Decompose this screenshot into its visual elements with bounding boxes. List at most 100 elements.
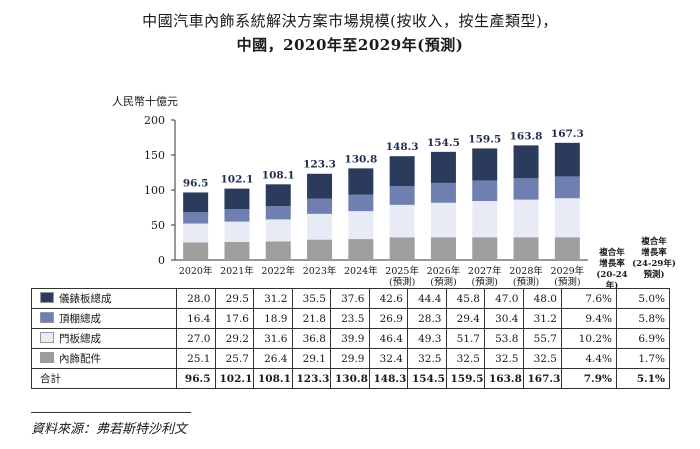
bar-segment-headliner <box>513 178 539 200</box>
total-data-label: 167.3 <box>551 128 584 140</box>
table-cell: 23.5 <box>330 308 370 329</box>
stacked-bar-chart: 0 50 100 150 200 96.5 2020年 102.1 2021年 108.1 2022… <box>144 114 588 288</box>
source-note: 資料來源：弗若斯特沙利文 <box>31 422 188 437</box>
x-tick-label: (預測) <box>513 276 539 288</box>
bar-segment-dashboard <box>513 145 539 179</box>
total-data-label: 163.8 <box>510 130 543 142</box>
cagr-cell: 5.0% <box>616 288 670 309</box>
table-row: 門板總成 27.0 29.2 31.6 36.8 39.9 46.4 49.3 51.7 53.8… <box>31 328 670 349</box>
table-cell: 47.0 <box>484 288 524 309</box>
y-tick-label: 200 <box>144 114 165 127</box>
y-axis-label: 人民幣十億元 <box>112 95 178 108</box>
table-cell: 49.3 <box>407 328 447 349</box>
table-cell: 29.9 <box>330 348 370 369</box>
bar-segment-interior_parts <box>265 241 291 260</box>
total-cagr-cell: 5.1% <box>616 368 670 389</box>
bar-segment-dashboard <box>554 142 580 177</box>
total-cell: 130.8 <box>330 368 370 389</box>
table-cell: 25.1 <box>176 348 216 369</box>
table-cell: 55.7 <box>522 328 562 349</box>
y-tick-label: 0 <box>158 254 165 267</box>
bar-segment-door_panel <box>265 219 291 242</box>
table-cell: 31.6 <box>253 328 293 349</box>
bar-segment-headliner <box>307 198 333 214</box>
legend-swatch <box>40 292 54 303</box>
table-cell: 45.8 <box>445 288 485 309</box>
total-data-label: 159.5 <box>468 133 501 145</box>
cagr-header-24-29: 複合年 增長率 (24-29年) 預測) <box>632 237 676 281</box>
cagr-cell: 1.7% <box>616 348 670 369</box>
table-cell: 42.6 <box>368 288 408 309</box>
data-table: 儀錶板總成 28.0 29.5 31.2 35.5 37.6 42.6 44.4 45.8 47.… <box>31 288 670 389</box>
legend-label: 門板總成 <box>59 333 101 345</box>
legend-swatch <box>40 312 54 323</box>
cagr-header-20-24: 複合年 增長率 (20-24年) <box>592 248 632 292</box>
bar-segment-interior_parts <box>348 239 374 260</box>
total-cell: 154.5 <box>407 368 447 389</box>
table-cell: 35.5 <box>291 288 331 309</box>
table-cell: 28.3 <box>407 308 447 329</box>
bar-segment-headliner <box>554 176 580 199</box>
table-cell: 21.8 <box>291 308 331 329</box>
bar-segment-door_panel <box>183 223 209 243</box>
bar-segment-door_panel <box>224 221 250 243</box>
bar-segment-interior_parts <box>472 237 498 260</box>
cagr-header-20-24-line-1: 複合年 <box>599 248 625 258</box>
table-cell: 32.5 <box>522 348 562 369</box>
bar-segment-interior_parts <box>389 237 415 260</box>
total-data-label: 154.5 <box>427 137 460 149</box>
table-cell: 32.4 <box>368 348 408 369</box>
table-cell: 31.2 <box>522 308 562 329</box>
total-cell: 159.5 <box>445 368 485 389</box>
total-cell: 148.3 <box>368 368 408 389</box>
row-label: 門板總成 <box>31 328 177 349</box>
x-tick-label: 2023年 <box>303 265 337 277</box>
bar-segment-headliner <box>389 186 415 205</box>
total-label: 合計 <box>31 368 177 389</box>
table-cell: 37.6 <box>330 288 370 309</box>
bar-segment-headliner <box>430 182 456 203</box>
table-cell: 29.2 <box>214 328 254 349</box>
cagr-cell: 10.2% <box>561 328 617 349</box>
total-cell: 102.1 <box>214 368 254 389</box>
x-tick-label: 2022年 <box>261 265 295 277</box>
total-data-label: 130.8 <box>344 153 377 165</box>
total-data-label: 148.3 <box>386 141 419 153</box>
x-tick-label: 2024年 <box>344 265 378 277</box>
table-row: 內飾配件 25.1 25.7 26.4 29.1 29.9 32.4 32.5 32.5 32.5… <box>31 348 670 369</box>
table-cell: 46.4 <box>368 328 408 349</box>
bar-segment-interior_parts <box>554 237 580 260</box>
total-data-label: 102.1 <box>221 174 254 186</box>
cagr-header-24-29-line-2: 增長率 <box>641 248 667 258</box>
table-cell: 29.4 <box>445 308 485 329</box>
x-tick-label: 2021年 <box>220 265 254 277</box>
table-cell: 51.7 <box>445 328 485 349</box>
bar-segment-door_panel <box>513 199 539 238</box>
table-cell: 25.7 <box>214 348 254 369</box>
bar-segment-dashboard <box>183 192 209 213</box>
cagr-header-24-29-line-3: (24-29年) <box>632 259 676 269</box>
bar-segment-headliner <box>348 194 374 212</box>
table-total-row: 合計 96.5 102.1 108.1 123.3 130.8 148.3 154.5 159.… <box>31 368 670 389</box>
table-cell: 28.0 <box>176 288 216 309</box>
bar-segment-interior_parts <box>513 237 539 260</box>
bar-segment-door_panel <box>430 202 456 238</box>
bar-segment-interior_parts <box>224 242 250 260</box>
x-tick-label: 2020年 <box>179 265 213 277</box>
x-tick-label: (預測) <box>389 276 415 288</box>
table-cell: 31.2 <box>253 288 293 309</box>
cagr-cell: 9.4% <box>561 308 617 329</box>
y-tick-label: 100 <box>144 184 165 197</box>
table-cell: 17.6 <box>214 308 254 329</box>
x-tick-label: 2027年 <box>468 265 502 277</box>
x-tick-label: (預測) <box>554 276 580 288</box>
bar-segment-dashboard <box>430 151 456 183</box>
x-tick-label: 2025年 <box>385 265 419 277</box>
table-cell: 53.8 <box>484 328 524 349</box>
y-tick-label: 150 <box>144 149 165 162</box>
cagr-header-24-29-line-4: 預測) <box>643 270 665 280</box>
table-cell: 26.4 <box>253 348 293 369</box>
row-label: 內飾配件 <box>31 348 177 369</box>
total-cell: 163.8 <box>484 368 524 389</box>
table-cell: 16.4 <box>176 308 216 329</box>
